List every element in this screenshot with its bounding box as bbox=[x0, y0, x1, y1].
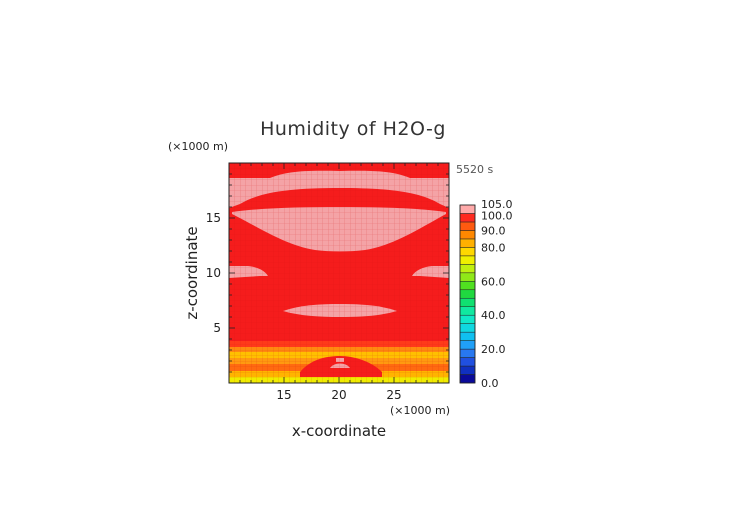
colorbar-tick-label: 80.0 bbox=[481, 241, 506, 254]
plot-area bbox=[229, 163, 449, 383]
y-tick-label: 10 bbox=[206, 266, 221, 280]
colorbar-swatch bbox=[459, 230, 476, 240]
colorbar-tick-label: 60.0 bbox=[481, 275, 506, 288]
colorbar-swatch bbox=[459, 213, 476, 223]
colorbar-swatch bbox=[459, 374, 476, 384]
x-axis-label: x-coordinate bbox=[292, 422, 386, 440]
grid-overlay bbox=[229, 163, 449, 383]
colorbar-swatch bbox=[459, 357, 476, 367]
time-label: 5520 s bbox=[456, 163, 493, 176]
colorbar-swatch bbox=[459, 348, 476, 358]
axes: 15 20 25 5 10 15 bbox=[206, 162, 450, 402]
colorbar-tick-label: 100.0 bbox=[481, 209, 513, 222]
colorbar-swatch bbox=[459, 272, 476, 282]
colorbar-swatch bbox=[459, 323, 476, 333]
colorbar-tick-label: 0.0 bbox=[481, 377, 499, 390]
colorbar-swatch bbox=[459, 221, 476, 231]
colorbar-swatch bbox=[459, 306, 476, 316]
colorbar-swatch bbox=[459, 297, 476, 307]
colorbar-frame bbox=[459, 204, 476, 384]
colorbar-swatch bbox=[459, 204, 476, 214]
x-tick-label: 15 bbox=[276, 388, 291, 402]
colorbar-swatch bbox=[459, 340, 476, 350]
y-unit-label: (×1000 m) bbox=[168, 140, 228, 153]
colorbar-swatch bbox=[459, 365, 476, 375]
colorbar-swatch bbox=[459, 289, 476, 299]
colorbar-tick-label: 40.0 bbox=[481, 309, 506, 322]
x-unit-label: (×1000 m) bbox=[390, 404, 450, 417]
y-tick-label: 5 bbox=[213, 321, 221, 335]
colorbar-swatch bbox=[459, 247, 476, 257]
colorbar-tick-label: 20.0 bbox=[481, 343, 506, 356]
colorbar-swatch bbox=[459, 238, 476, 248]
colorbar-swatch bbox=[459, 281, 476, 291]
colorbar-tick-label: 90.0 bbox=[481, 224, 506, 237]
colorbar-swatch bbox=[459, 314, 476, 324]
y-tick-label: 15 bbox=[206, 211, 221, 225]
x-tick-label: 25 bbox=[386, 388, 401, 402]
y-axis-label: z-coordinate bbox=[183, 226, 201, 319]
chart-title: Humidity of H2O-g bbox=[260, 118, 446, 140]
x-tick-label: 20 bbox=[331, 388, 346, 402]
colorbar-swatch bbox=[459, 255, 476, 265]
colorbar-swatch bbox=[459, 264, 476, 274]
colorbar-tick-label: 105.0 bbox=[481, 198, 513, 211]
colorbar-swatch bbox=[459, 331, 476, 341]
